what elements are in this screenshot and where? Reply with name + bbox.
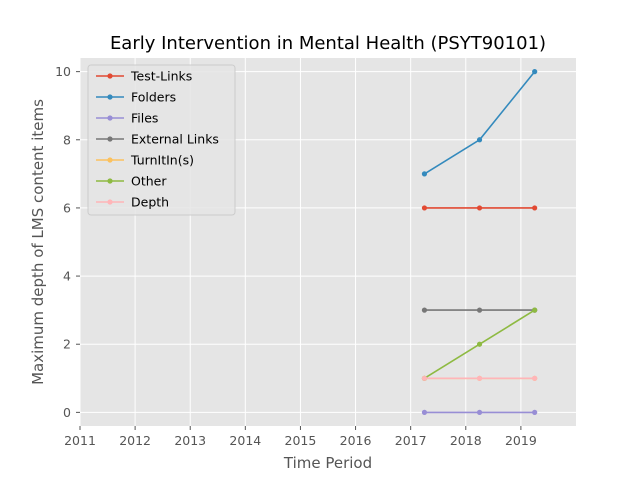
- data-point: [476, 205, 483, 211]
- data-point: [532, 69, 538, 75]
- series-test-links: [421, 205, 538, 211]
- data-point: [532, 205, 538, 211]
- legend-label: Depth: [131, 195, 169, 210]
- y-tick-label: 6: [63, 200, 71, 215]
- legend-label: External Links: [131, 132, 219, 147]
- legend-label: TurnItIn(s): [130, 153, 194, 168]
- data-point: [421, 171, 428, 177]
- legend-item: Test-Links: [96, 69, 192, 84]
- x-tick-label: 2019: [505, 433, 537, 448]
- legend-frame: [87, 64, 236, 216]
- legend-item: Other: [96, 174, 167, 189]
- legend-item: Files: [96, 111, 158, 126]
- legend-label: Files: [131, 111, 158, 126]
- y-tick-label: 0: [63, 405, 71, 420]
- legend-marker: [107, 73, 113, 79]
- legend-label: Folders: [131, 90, 176, 105]
- legend-marker: [107, 199, 113, 205]
- x-tick-label: 2011: [64, 433, 96, 448]
- data-point: [421, 409, 428, 415]
- legend-item: External Links: [96, 132, 219, 147]
- series-folders: [421, 69, 538, 177]
- data-point: [476, 307, 483, 313]
- legend-label: Test-Links: [130, 69, 192, 84]
- data-point: [532, 409, 538, 415]
- x-axis-ticks: 2011 2012 2013 2014 2015 2016 2017 2018 2019: [64, 426, 537, 448]
- legend-item: Depth: [96, 195, 169, 210]
- y-axis-label: Maximum depth of LMS content items: [29, 99, 47, 385]
- legend: Test-Links Folders Files External Links Turn…: [87, 64, 236, 216]
- data-point: [532, 375, 538, 381]
- x-tick-label: 2012: [119, 433, 151, 448]
- x-tick-label: 2018: [450, 433, 482, 448]
- y-tick-label: 10: [55, 64, 71, 79]
- x-tick-label: 2014: [229, 433, 261, 448]
- legend-marker: [107, 157, 113, 163]
- data-point: [421, 205, 428, 211]
- legend-marker: [107, 94, 113, 100]
- y-tick-label: 4: [63, 269, 71, 284]
- data-point: [421, 375, 428, 381]
- legend-item: Folders: [96, 90, 176, 105]
- series-files: [421, 409, 538, 415]
- x-tick-label: 2016: [340, 433, 372, 448]
- data-point: [421, 307, 428, 313]
- x-tick-label: 2015: [285, 433, 317, 448]
- series-lines: [421, 69, 538, 415]
- chart-title: Early Intervention in Mental Health (PSY…: [110, 33, 546, 54]
- legend-item: TurnItIn(s): [96, 153, 194, 168]
- legend-label: Other: [131, 174, 167, 189]
- legend-marker: [107, 115, 113, 121]
- y-tick-label: 2: [63, 337, 71, 352]
- data-point: [476, 137, 483, 143]
- data-point: [476, 341, 483, 347]
- data-point: [476, 375, 483, 381]
- y-axis-ticks: 0 2 4 6 8 10: [55, 64, 80, 420]
- y-tick-label: 8: [63, 132, 71, 147]
- data-point: [532, 307, 538, 313]
- x-axis-label: Time Period: [283, 454, 372, 472]
- data-point: [476, 409, 483, 415]
- x-tick-label: 2013: [174, 433, 206, 448]
- x-tick-label: 2017: [395, 433, 427, 448]
- series-depth: [421, 375, 538, 381]
- legend-marker: [107, 136, 113, 142]
- legend-marker: [107, 178, 113, 184]
